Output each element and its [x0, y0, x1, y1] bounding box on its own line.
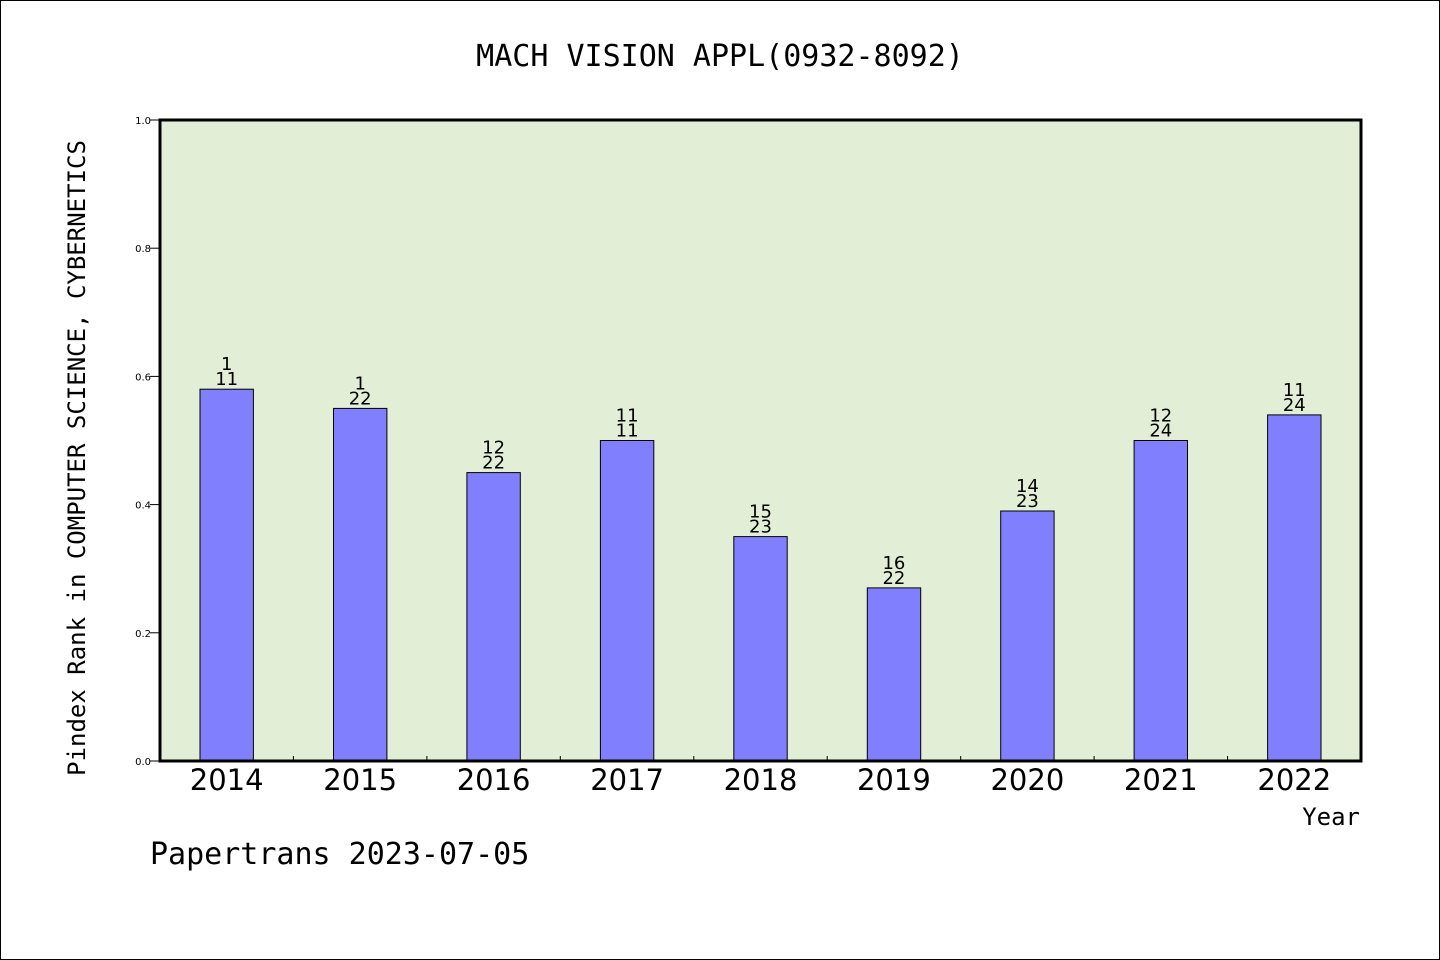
x-tick-label-2017: 2017	[590, 763, 664, 797]
x-tick-label-2021: 2021	[1124, 763, 1198, 797]
bar-label-top-2021: 12	[1149, 406, 1172, 427]
x-tick-label-2019: 2019	[857, 763, 931, 797]
bar-2019	[866, 587, 922, 762]
x-axis-label: Year	[1302, 803, 1360, 831]
y-tick-label: 0.8	[135, 244, 151, 255]
x-axis: 2014 2015 2016 2017 2018 2019 2020 2021 2022	[190, 756, 1331, 797]
x-tick-label-2016: 2016	[457, 763, 531, 797]
bar-label-top-2015: 1	[354, 373, 365, 394]
x-tick-label-2022: 2022	[1257, 763, 1331, 797]
bar-label-bottom-2016: 22	[482, 453, 505, 474]
chart-title: MACH VISION APPL(0932-8092)	[476, 39, 964, 74]
y-tick-label: 0.0	[135, 757, 151, 768]
plot-border	[158, 118, 1363, 763]
bar-label-bottom-2020: 23	[1016, 491, 1039, 512]
y-tick-label: 0.6	[135, 372, 151, 383]
bar-label-bottom-2015: 22	[349, 388, 372, 409]
bar-2016	[466, 472, 521, 762]
bar-2015	[333, 407, 388, 762]
bar-label-top-2016: 12	[482, 438, 505, 459]
bar-label-top-2020: 14	[1016, 476, 1039, 497]
bar-label-bottom-2019: 22	[882, 568, 905, 589]
bar-2020	[1000, 510, 1055, 762]
x-tick-label-2018: 2018	[724, 763, 798, 797]
x-tick-label-2014: 2014	[190, 763, 264, 797]
bar-label-top-2019: 16	[882, 553, 905, 574]
y-tick-label: 0.4	[135, 501, 151, 512]
y-axis-label: Pindex Rank in COMPUTER SCIENCE, CYBERNE…	[63, 140, 91, 776]
bar-label-top-2022: 11	[1283, 380, 1306, 401]
bar-label-top-2018: 15	[749, 502, 772, 523]
y-tick-label: 1.0	[135, 116, 151, 127]
x-tick-label-2020: 2020	[990, 763, 1064, 797]
bar-label-top-2014: 1	[221, 354, 232, 375]
bar-2014	[199, 388, 254, 762]
bar-2017	[599, 440, 655, 762]
bar-2022	[1267, 414, 1322, 762]
y-axis: 0.0 0.2 0.4 0.6 0.8 1.0	[135, 116, 160, 768]
bar-label-bottom-2021: 24	[1149, 421, 1172, 442]
bar-2018	[733, 536, 788, 762]
x-tick-label-2015: 2015	[323, 763, 397, 797]
y-tick-label: 0.2	[135, 629, 151, 640]
bar-label-bottom-2017: 11	[616, 421, 639, 442]
bar-label-bottom-2022: 24	[1283, 395, 1306, 416]
bar-label-bottom-2018: 23	[749, 517, 772, 538]
bar-label-top-2017: 11	[616, 406, 639, 427]
footer-credit: Papertrans 2023-07-05	[150, 837, 529, 872]
bar-label-bottom-2014: 11	[215, 369, 238, 390]
bar-2021	[1133, 440, 1188, 762]
bars-group	[199, 388, 1322, 762]
